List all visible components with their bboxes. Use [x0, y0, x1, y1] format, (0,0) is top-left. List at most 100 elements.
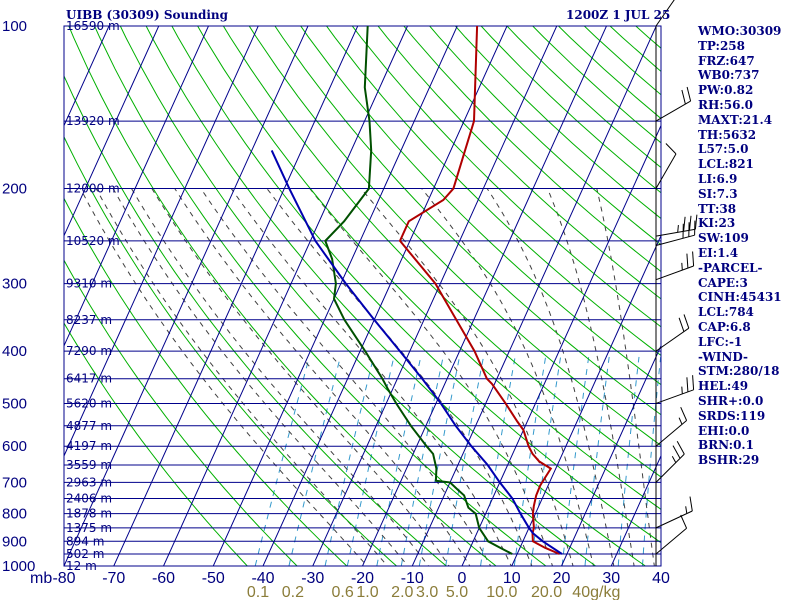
wind-barb: [655, 86, 692, 122]
height-label: 16590 m: [66, 19, 120, 33]
wind-barb-flag: [678, 317, 685, 332]
moist-adiabat-line: [596, 188, 655, 566]
stat-item: RH:56.0: [698, 97, 753, 112]
wind-barb-staff: [655, 265, 694, 281]
wind-barb-flag: [686, 377, 689, 392]
temperature-tick-label: -40: [251, 570, 274, 587]
wind-barb-flag: [692, 251, 695, 267]
mixing-ratio-tick-label: 0.2: [282, 584, 304, 600]
stat-item: SRDS:119: [698, 408, 766, 423]
temperature-tick-label: -20: [351, 570, 374, 587]
wind-barb-half-flag: [678, 417, 683, 425]
temperature-profile: [398, 26, 560, 555]
stat-item: TT:38: [698, 201, 737, 216]
wind-barb-half-flag: [681, 262, 683, 271]
moist-adiabat-line: [421, 188, 595, 566]
stat-item: EI:1.4: [698, 245, 739, 260]
moist-adiabat-line: [151, 188, 450, 566]
stat-item: LFC:-1: [698, 334, 743, 349]
stat-item: SW:109: [698, 231, 749, 246]
dry-adiabat-line: [64, 322, 248, 566]
stat-item: WB0:737: [698, 68, 760, 83]
height-label: 7290 m: [66, 344, 112, 358]
x-axis-corner-label: mb: [30, 570, 52, 587]
plot-frame: [63, 25, 662, 567]
moist-adiabat-line: [309, 188, 554, 566]
mixing-ratio-tick-label: 1.0: [356, 584, 378, 600]
temperature-tick-label: -50: [202, 570, 225, 587]
wind-barb-flag: [686, 253, 689, 269]
wind-barb-half-flag: [677, 225, 679, 233]
isotherm-line: [64, 26, 110, 127]
height-label: 3559 m: [66, 458, 112, 472]
wind-barb-staff: [655, 100, 691, 122]
wind-barb-half-flag: [685, 506, 688, 514]
pressure-tick-label: 800: [2, 506, 27, 523]
mixing-ratio-tick-label: 3.0: [416, 584, 438, 600]
pressure-tick-label: 600: [2, 438, 27, 455]
wind-barb-staff: [655, 389, 694, 404]
stat-item: BSHR:29: [698, 453, 760, 468]
height-label: 13920 m: [66, 114, 120, 128]
parcel-profile: [270, 149, 563, 555]
mixing-ratio-line: [617, 356, 640, 566]
wind-barb-staff: [655, 327, 690, 352]
mixing-ratio-line: [445, 356, 484, 566]
profile-lines: [270, 26, 563, 555]
height-label: 1375 m: [66, 521, 112, 535]
temperature-tick-label: 30: [602, 570, 620, 587]
wind-barb-staff: [655, 153, 677, 189]
isotherm-line: [162, 26, 409, 566]
mixing-ratio-line: [561, 356, 590, 566]
stat-item: WMO:30309: [698, 24, 782, 38]
temperature-tick-label: -30: [301, 570, 324, 587]
temperature-tick-label: 20: [553, 570, 571, 587]
stat-item: L57:5.0: [698, 142, 749, 157]
mixing-ratio-line: [400, 356, 444, 566]
temperature-tick-label: 40: [652, 570, 670, 587]
mixing-ratio-tick-label: 2.0: [391, 584, 413, 600]
wind-barb-staff: [655, 453, 685, 483]
wind-barb: [655, 214, 698, 237]
moist-adiabat-line: [95, 188, 389, 566]
wind-barb-flag: [686, 86, 692, 102]
moist-adiabat-line: [112, 188, 409, 566]
height-label: 2406 m: [66, 492, 112, 506]
height-label: 8237 m: [66, 313, 112, 327]
isotherm-line: [64, 26, 160, 237]
stat-item: FRZ:647: [698, 53, 755, 68]
wind-barb-flag: [683, 216, 686, 232]
height-label: 2963 m: [66, 475, 112, 489]
wind-barb-flag: [680, 514, 688, 529]
wind-barb: [655, 514, 688, 555]
pressure-tick-label: 100: [2, 18, 27, 35]
height-label: 5620 m: [66, 396, 112, 410]
stat-item: KI:23: [698, 216, 736, 231]
wind-barb-half-flag: [671, 455, 677, 463]
stat-item: -WIND-: [698, 349, 748, 364]
wind-barb-staff: [655, 234, 695, 247]
height-label: 6417 m: [66, 372, 112, 386]
wind-barb: [655, 406, 688, 447]
temperature-tick-label: -80: [52, 570, 75, 587]
moist-adiabat-line: [131, 188, 430, 566]
mixing-ratio-line: [530, 356, 562, 566]
height-label: 9310 m: [66, 277, 112, 291]
mixing-ratio-tick-label: 5.0: [446, 584, 468, 600]
moist-adiabat-line: [200, 188, 492, 566]
stat-item: SI:7.3: [698, 186, 738, 201]
mixing-ratio-line: [324, 356, 374, 566]
stat-item: CAPE:3: [698, 275, 748, 290]
mixing-ratio-tick-label: 0.1: [247, 584, 269, 600]
isotherm-line: [113, 26, 359, 566]
wind-barb-staff: [655, 0, 675, 27]
wind-barb-flag: [672, 445, 681, 459]
isotherm-line: [361, 26, 608, 566]
moist-adiabat-line: [79, 188, 368, 566]
wind-barb-half-flag: [681, 386, 683, 394]
isotherm-line: [64, 26, 309, 566]
height-label: 1878 m: [66, 507, 112, 521]
wind-barb: [655, 251, 695, 281]
